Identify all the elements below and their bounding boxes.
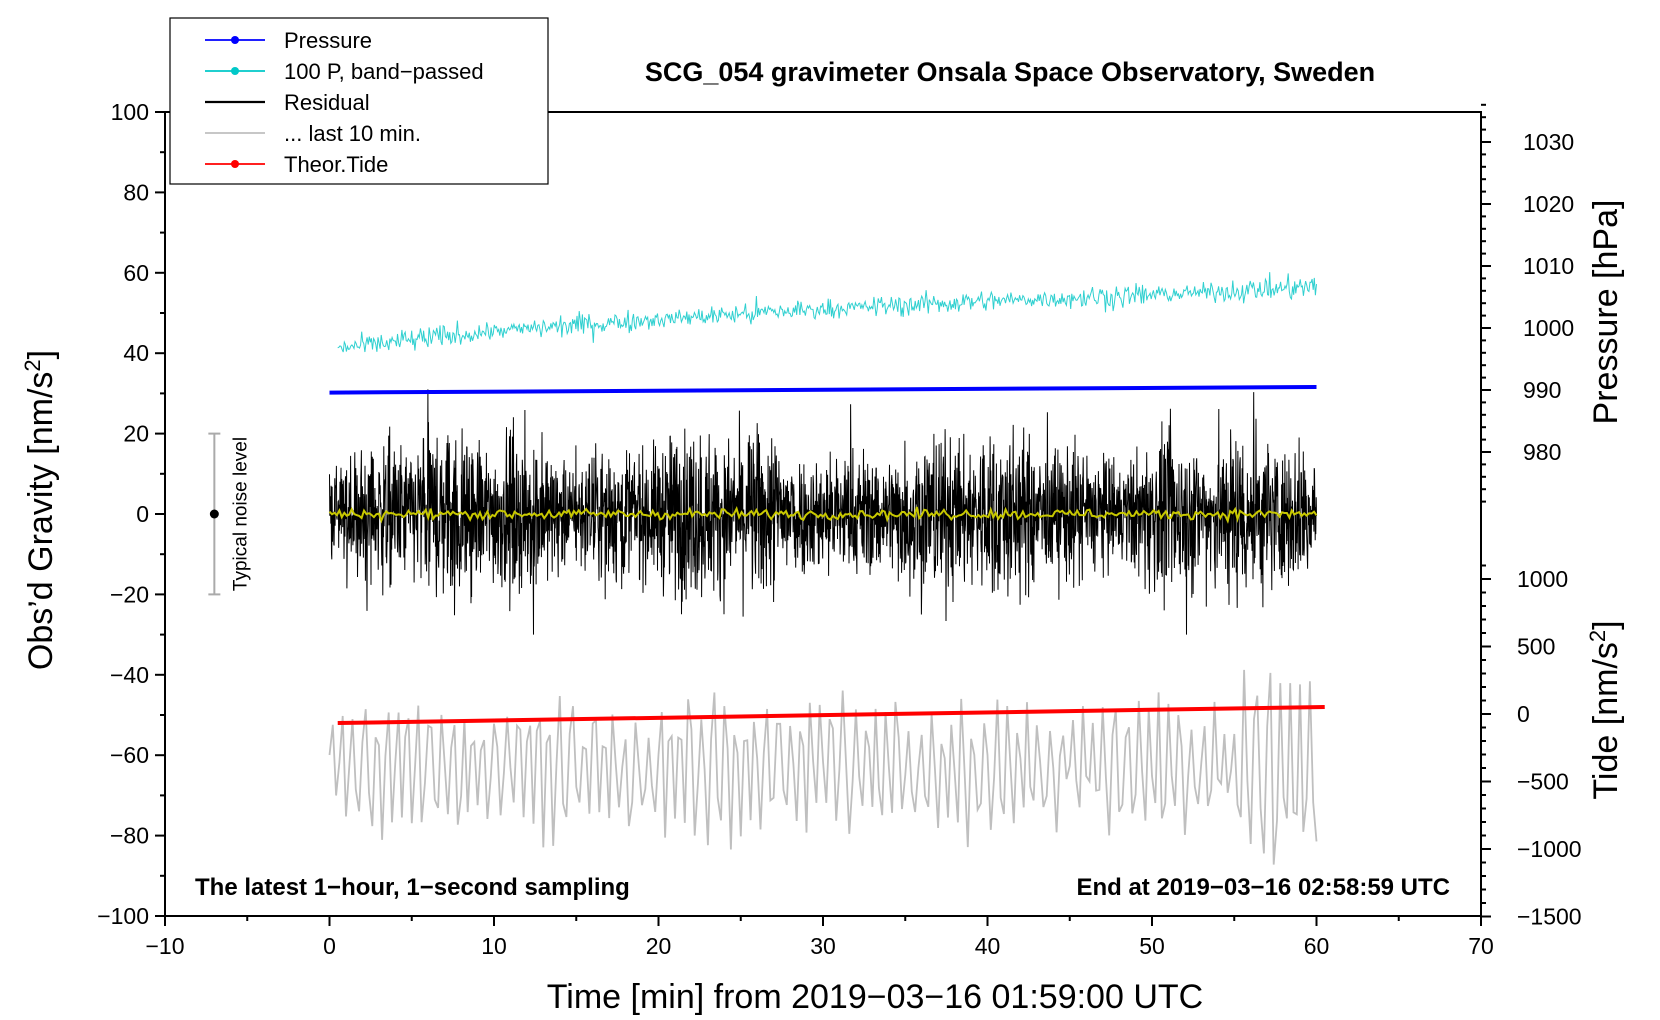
tide-tick-label: 500 — [1517, 634, 1555, 660]
y-tick-label: −80 — [110, 823, 149, 849]
x-tick-label: 60 — [1304, 933, 1330, 959]
noise-bar-center-dot — [209, 509, 219, 519]
series-residual-smoothed — [328, 505, 1318, 524]
x-tick-label: −10 — [145, 933, 184, 959]
y-tick-label: 0 — [136, 501, 149, 527]
tide-tick-label: −1000 — [1517, 836, 1582, 862]
legend-label: Pressure — [284, 28, 372, 53]
y-tick-label: −20 — [110, 581, 149, 607]
pressure-tick-label: 1030 — [1523, 129, 1574, 155]
y-axis-label-pressure: Pressure [hPa] — [1587, 200, 1625, 425]
y-axis-label-tide: Tide [nm/s2] — [1585, 620, 1625, 799]
x-tick-label: 20 — [646, 933, 672, 959]
series-theor-tide — [337, 704, 1325, 726]
y-tick-label: 40 — [123, 340, 149, 366]
tide-tick-label: 1000 — [1517, 566, 1568, 592]
annotation-end-time: End at 2019−03−16 02:58:59 UTC — [1076, 874, 1450, 901]
x-tick-label: 10 — [481, 933, 507, 959]
y-tick-label: 60 — [123, 260, 149, 286]
pressure-tick-label: 1010 — [1523, 253, 1574, 279]
annotation-sampling: The latest 1−hour, 1−second sampling — [195, 874, 630, 901]
series-band-passed-pressure — [337, 272, 1317, 353]
y-axis-label-left: Obs’d Gravity [nm/s2] — [20, 350, 60, 670]
x-axis-label: Time [min] from 2019−03−16 01:59:00 UTC — [547, 978, 1203, 1016]
series-last-10-min — [328, 669, 1318, 865]
legend-label: Residual — [284, 90, 370, 115]
series-residual — [329, 389, 1317, 635]
legend-label: Theor.Tide — [284, 152, 388, 177]
legend-marker — [231, 160, 239, 168]
series-layer — [328, 272, 1325, 865]
legend-marker — [231, 67, 239, 75]
x-tick-label: 0 — [323, 933, 336, 959]
x-tick-label: 70 — [1468, 933, 1494, 959]
pressure-tick-label: 1000 — [1523, 315, 1574, 341]
series-pressure — [329, 384, 1317, 395]
chart-title: SCG_054 gravimeter Onsala Space Observat… — [645, 57, 1375, 87]
tide-tick-label: 0 — [1517, 701, 1530, 727]
legend-label: ... last 10 min. — [284, 121, 421, 146]
noise-bar-label: Typical noise level — [230, 437, 251, 591]
noise-level-bar: Typical noise level — [208, 432, 251, 596]
tide-tick-label: −500 — [1517, 769, 1569, 795]
x-tick-label: 30 — [810, 933, 836, 959]
y-tick-label: 80 — [123, 179, 149, 205]
tide-tick-label: −1500 — [1517, 904, 1582, 930]
axes-layer: −10 0 10 20 30 40 50 60 70−100−80−60−40−20020406… — [97, 99, 1581, 959]
y-tick-label: −60 — [110, 742, 149, 768]
y-tick-label: −100 — [97, 903, 149, 929]
y-tick-label: 100 — [111, 99, 149, 125]
legend-marker — [231, 36, 239, 44]
pressure-tick-label: 980 — [1523, 439, 1561, 465]
legend: Pressure 100 P, band−passed Residual ... la… — [169, 17, 549, 185]
legend-label: 100 P, band−passed — [284, 59, 484, 84]
pressure-tick-label: 1020 — [1523, 191, 1574, 217]
x-tick-label: 40 — [975, 933, 1001, 959]
y-tick-label: −40 — [110, 662, 149, 688]
y-tick-label: 20 — [123, 421, 149, 447]
pressure-tick-label: 990 — [1523, 377, 1561, 403]
x-tick-label: 50 — [1139, 933, 1165, 959]
